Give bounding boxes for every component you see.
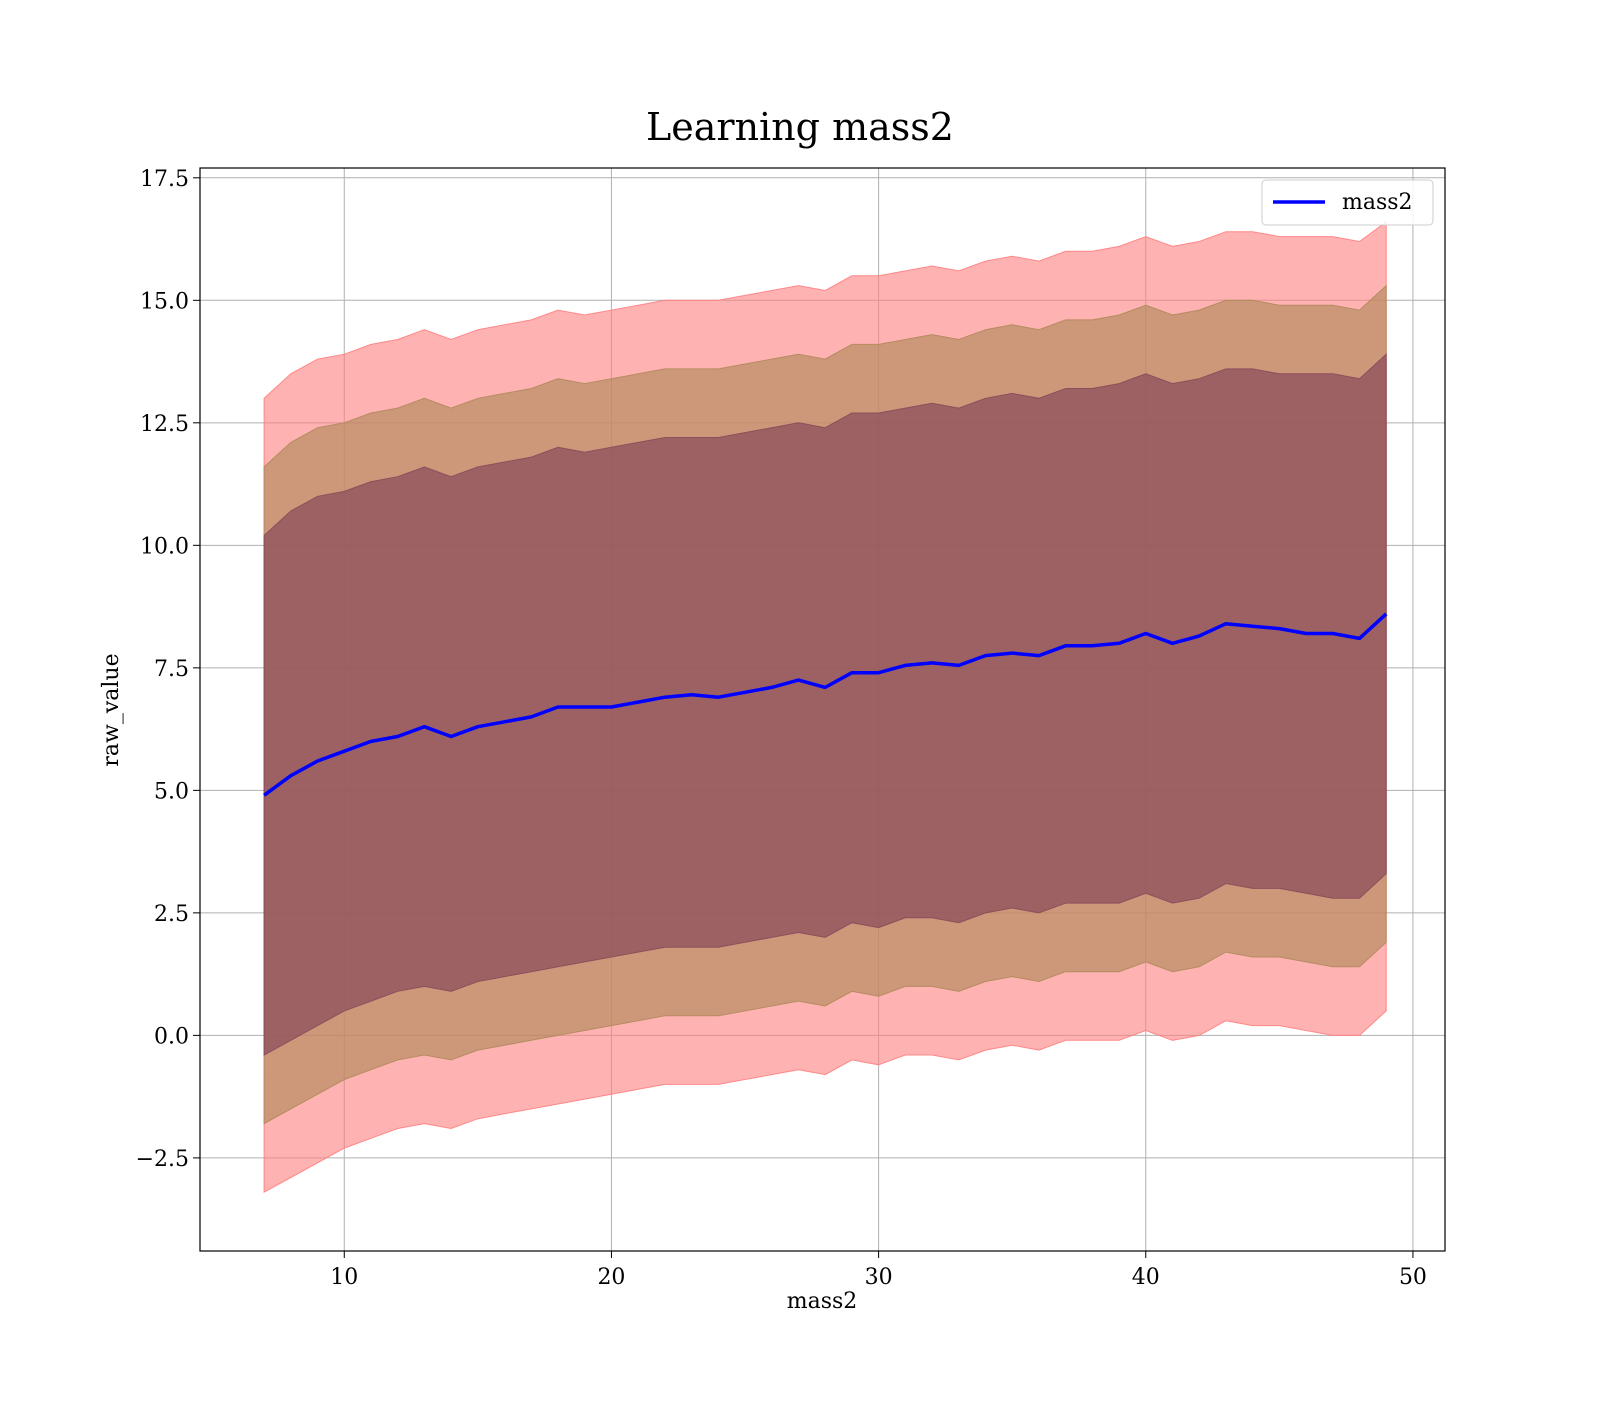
x-tick-label: 40 <box>1132 1265 1160 1290</box>
confidence-bands <box>263 220 1387 1194</box>
series-lines <box>263 612 1388 797</box>
y-tick-label: 15.0 <box>140 289 189 314</box>
x-tick-label: 50 <box>1399 1265 1427 1290</box>
y-tick-label: 17.5 <box>140 167 189 192</box>
y-tick-label: 12.5 <box>140 412 189 437</box>
legend-box <box>1261 179 1434 226</box>
legend: mass2 <box>1261 179 1434 226</box>
plot-area-frame <box>199 167 1446 1252</box>
band-1sigma <box>263 353 1387 1056</box>
y-axis-label: raw_value <box>99 653 124 766</box>
y-tick-label: 10.0 <box>140 534 189 559</box>
x-axis-label: mass2 <box>787 1289 858 1314</box>
y-tick-label: 2.5 <box>154 902 189 927</box>
y-tick-label: −2.5 <box>136 1147 189 1172</box>
y-tick-label: 7.5 <box>154 657 189 682</box>
legend-label-mass2: mass2 <box>1342 190 1413 215</box>
series-line-mass2 <box>263 612 1388 797</box>
chart-title: Learning mass2 <box>646 105 954 149</box>
x-tick-label: 10 <box>330 1265 358 1290</box>
y-tick-label: 0.0 <box>154 1024 189 1049</box>
x-tick-label: 30 <box>865 1265 893 1290</box>
axis-ticks: 10 20 30 40 50 −2.5 0.0 2.5 5.0 7.5 10.0 12.5 15.0 17… <box>136 167 1427 1290</box>
x-tick-label: 20 <box>597 1265 625 1290</box>
y-tick-label: 5.0 <box>154 779 189 804</box>
